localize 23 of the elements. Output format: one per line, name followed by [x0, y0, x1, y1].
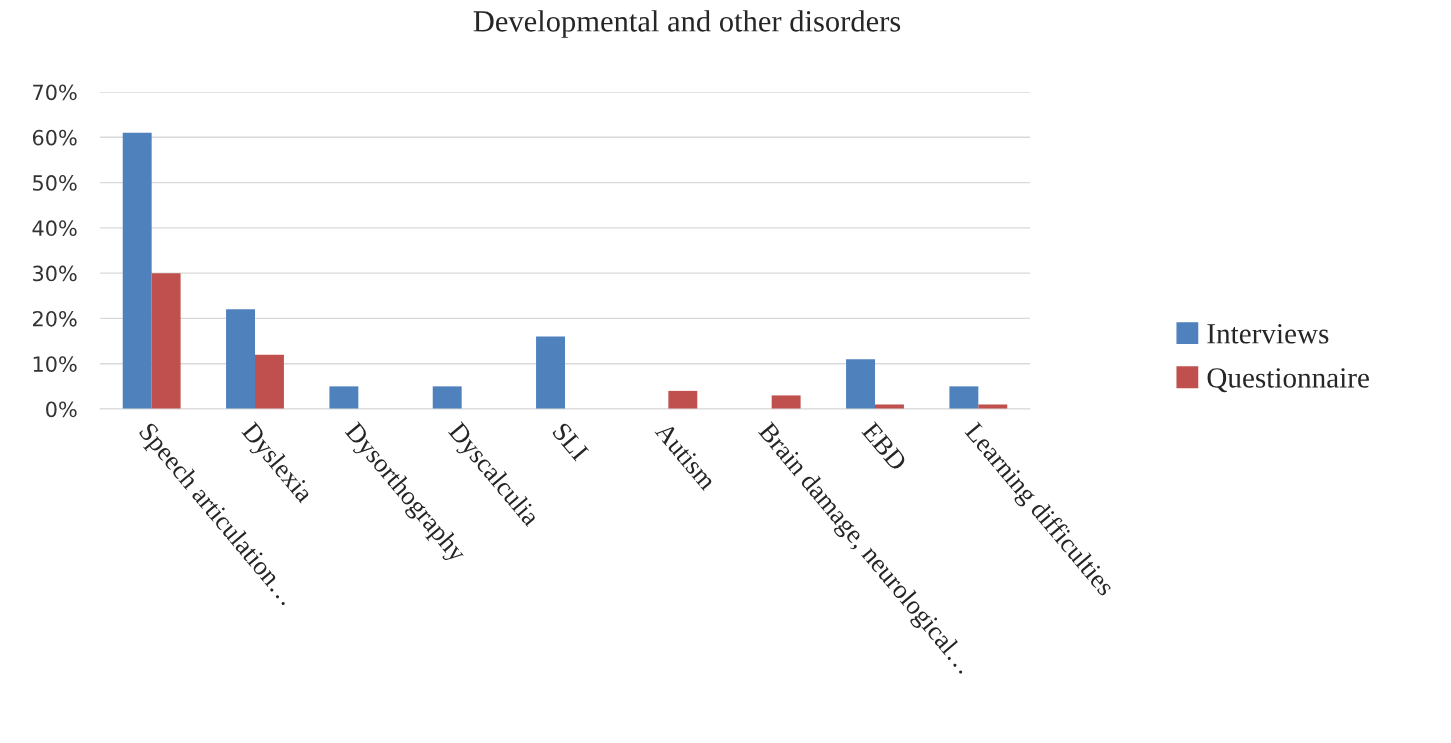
bar: [432, 386, 462, 409]
y-tick-label: 60%: [32, 129, 77, 146]
bar: [846, 359, 875, 409]
bar: [122, 132, 152, 409]
legend-label: Questionnaire: [1207, 368, 1369, 393]
y-tick-label: 50%: [33, 175, 77, 191]
y-tick-label: 20%: [33, 310, 77, 327]
y-tick-label: 10%: [33, 356, 77, 372]
x-tick-label: SLI: [551, 422, 590, 462]
bar: [226, 309, 255, 409]
y-tick-label: 40%: [32, 220, 77, 237]
bar: [329, 386, 359, 409]
bar: [151, 273, 181, 409]
legend-label: Interviews: [1207, 324, 1329, 344]
bar: [255, 354, 284, 409]
bar: [949, 386, 979, 409]
y-tick-label: 0%: [46, 401, 77, 418]
bar: [668, 390, 698, 409]
bar: [536, 336, 565, 409]
bar: [771, 395, 801, 409]
chart-title: Developmental and other disorders: [473, 10, 901, 38]
y-tick-label: 70%: [33, 84, 77, 101]
y-tick-label: 30%: [33, 265, 77, 282]
